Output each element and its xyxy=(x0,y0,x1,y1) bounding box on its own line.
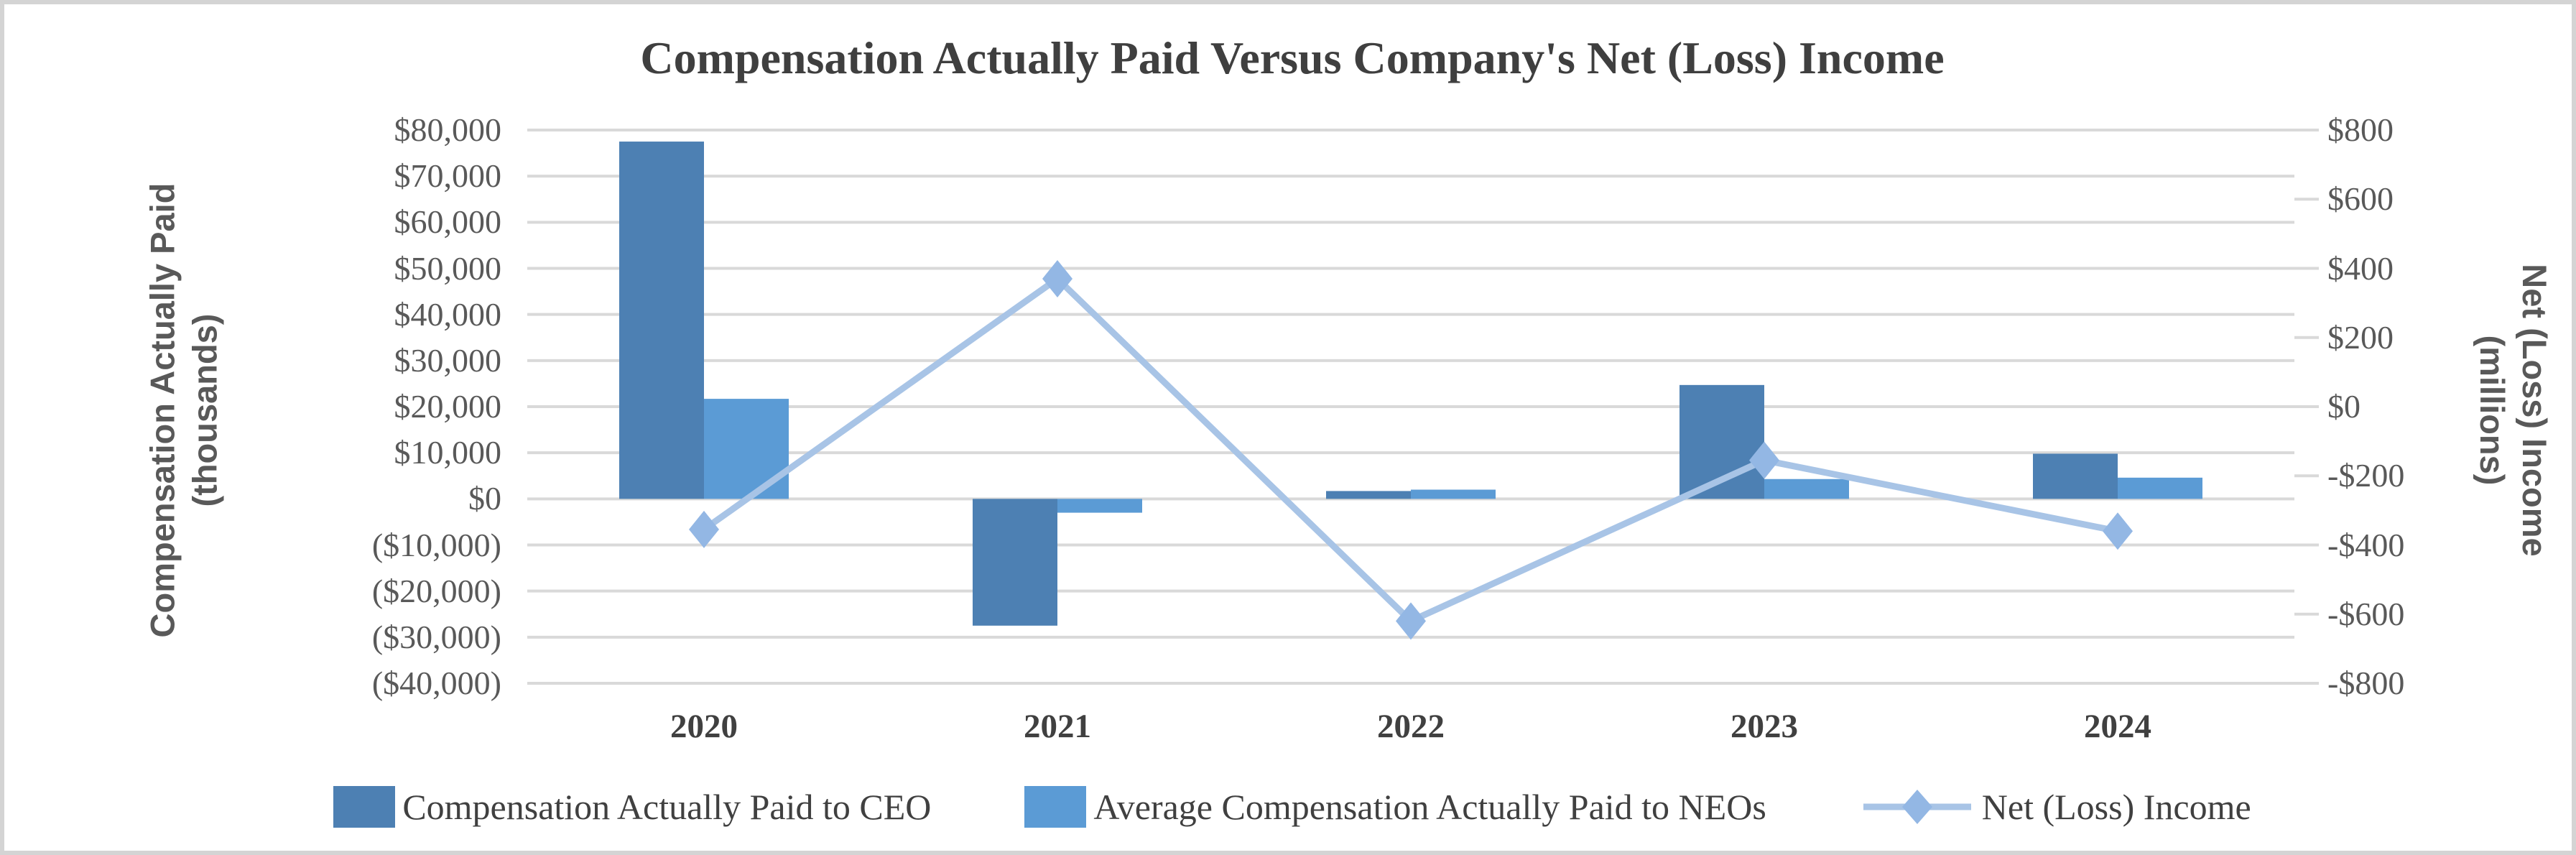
net-income-marker-2024 xyxy=(2103,512,2133,550)
net-income-marker-2020 xyxy=(689,510,719,548)
chart-title: Compensation Actually Paid Versus Compan… xyxy=(640,32,1945,83)
legend-label-net-income: Net (Loss) Income xyxy=(1981,787,2251,827)
x-axis-label-2023: 2023 xyxy=(1731,708,1798,745)
legend-item-net-income: Net (Loss) Income xyxy=(1860,786,2251,828)
left-axis-tick-label: $20,000 xyxy=(394,388,502,425)
left-axis-tick-label: ($40,000) xyxy=(371,665,501,701)
right-axis-title-line1: Net (Loss) Income xyxy=(2515,264,2554,557)
left-axis-tick-label: $10,000 xyxy=(394,434,502,471)
right-axis-tick-label: -$800 xyxy=(2327,665,2405,701)
bar-ceo-2024 xyxy=(2033,453,2118,499)
legend-item-neo: Average Compensation Actually Paid to NE… xyxy=(1024,786,1766,828)
plot-area xyxy=(527,129,2319,685)
neo-series-swatch xyxy=(1024,786,1087,828)
x-axis-label-2021: 2021 xyxy=(1024,708,1091,745)
bar-ceo-2021 xyxy=(973,499,1057,626)
left-axis-tick-label: ($30,000) xyxy=(371,618,501,655)
bar-neo-2022 xyxy=(1411,489,1496,499)
right-axis-tick-label: -$400 xyxy=(2327,526,2405,563)
right-axis-tick-label: $400 xyxy=(2327,249,2394,287)
right-axis-tick-label: $200 xyxy=(2327,318,2394,356)
ceo-series-swatch xyxy=(333,786,396,828)
left-axis-tick-label: $60,000 xyxy=(394,203,502,241)
left-axis-tick-label: ($20,000) xyxy=(371,572,501,609)
legend-label-ceo: Compensation Actually Paid to CEO xyxy=(402,787,932,827)
right-axis-tick-label: -$200 xyxy=(2327,457,2405,494)
net-income-marker-2023 xyxy=(1749,441,1779,479)
bar-ceo-2022 xyxy=(1326,491,1411,499)
net-income-line xyxy=(702,274,2118,625)
legend: Compensation Actually Paid to CEO Averag… xyxy=(4,786,2572,828)
right-axis-tick-label: $600 xyxy=(2327,180,2394,218)
left-axis-tick-label: $70,000 xyxy=(394,157,502,195)
left-axis-tick-label: ($10,000) xyxy=(371,526,501,563)
bar-neo-2021 xyxy=(1057,499,1142,513)
legend-label-neo: Average Compensation Actually Paid to NE… xyxy=(1093,787,1766,827)
right-axis-title-line2: (millions) xyxy=(2473,335,2511,486)
x-axis-label-2020: 2020 xyxy=(670,708,738,745)
right-axis-title: Net (Loss) Income (millions) xyxy=(2470,264,2555,556)
left-axis-tick-label: $50,000 xyxy=(394,249,502,287)
x-axis-label-2022: 2022 xyxy=(1377,708,1445,745)
right-axis-tick-label: $800 xyxy=(2327,111,2394,148)
right-axis-tick-label: -$600 xyxy=(2327,595,2405,632)
x-axis-label-2024: 2024 xyxy=(2084,708,2151,745)
net-income-marker-2022 xyxy=(1396,602,1426,640)
bar-neo-2023 xyxy=(1764,479,1849,499)
right-axis-tick-label: $0 xyxy=(2327,388,2360,425)
left-axis-tick-label: $40,000 xyxy=(394,295,502,333)
bar-neo-2024 xyxy=(2118,477,2202,499)
left-axis-tick-label: $80,000 xyxy=(394,111,502,148)
bar-neo-2020 xyxy=(704,399,789,499)
bar-ceo-2020 xyxy=(619,142,704,499)
left-axis-tick-label: $0 xyxy=(468,480,501,517)
net-income-marker-2021 xyxy=(1042,259,1072,297)
line-series-marker-icon xyxy=(1863,790,1971,824)
left-axis-tick-label: $30,000 xyxy=(394,341,502,379)
legend-item-ceo: Compensation Actually Paid to CEO xyxy=(333,786,931,828)
